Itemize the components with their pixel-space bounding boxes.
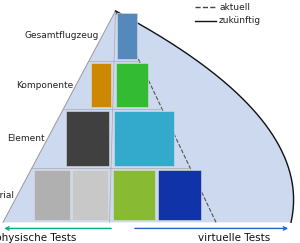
Text: Material: Material <box>0 191 14 200</box>
Text: aktuell: aktuell <box>219 3 250 12</box>
Text: Komponente: Komponente <box>16 80 73 90</box>
Text: zukünftig: zukünftig <box>219 16 261 25</box>
Text: Gesamtflugzeug: Gesamtflugzeug <box>25 31 99 40</box>
Bar <box>113 170 155 220</box>
Bar <box>92 63 111 107</box>
Bar <box>158 170 201 220</box>
Bar <box>117 13 137 59</box>
Polygon shape <box>3 11 294 222</box>
Text: Element: Element <box>7 134 45 143</box>
Text: virtuelle Tests: virtuelle Tests <box>198 233 270 243</box>
Text: physische Tests: physische Tests <box>0 233 77 243</box>
Bar <box>116 63 148 107</box>
Bar <box>114 111 174 166</box>
Bar <box>65 111 110 166</box>
Bar <box>72 170 108 220</box>
Bar <box>34 170 70 220</box>
